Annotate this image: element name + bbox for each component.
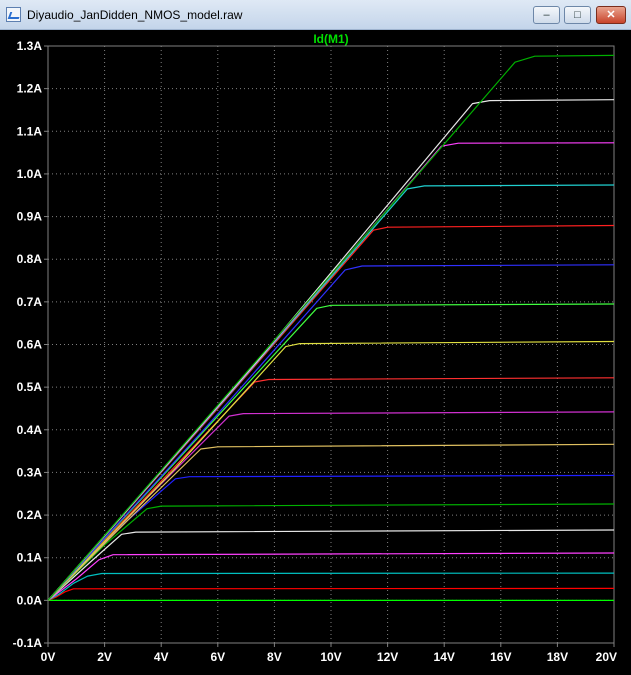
trace-4 [47,552,615,601]
trace-18 [47,54,615,601]
x-tick-label: 18V [547,650,568,664]
y-tick-label: 1.2A [17,82,43,96]
trace-10 [47,377,615,601]
y-tick-label: 0.0A [17,593,43,607]
x-tick-label: 20V [596,650,617,664]
x-axis-ticks: 0V 2V 4V 6V 8V 10V 12V 14V 16V 18V 20V [41,643,617,664]
y-tick-label: -0.1A [13,636,43,650]
trace-12 [47,303,615,601]
trace-11 [47,340,615,601]
trace-13 [47,264,615,601]
x-tick-label: 8V [267,650,282,664]
y-tick-label: 0.3A [17,465,43,479]
title-bar: Diyaudio_JanDidden_NMOS_model.raw – □ ✕ [0,0,631,30]
trace-3 [47,572,615,601]
y-tick-label: 0.1A [17,551,43,565]
y-tick-label: 0.6A [17,338,43,352]
x-tick-label: 16V [490,650,511,664]
y-tick-label: 1.3A [17,39,43,53]
y-tick-label: 0.8A [17,252,43,266]
minimize-button[interactable]: – [533,6,560,24]
x-tick-label: 4V [154,650,169,664]
y-tick-label: 1.0A [17,167,43,181]
close-button[interactable]: ✕ [596,6,626,24]
y-tick-label: 0.7A [17,295,43,309]
y-tick-label: 1.1A [17,124,43,138]
trace-6 [47,503,615,601]
trace-5 [47,529,615,601]
y-tick-label: 0.9A [17,210,43,224]
waveform-app-icon [6,7,21,22]
y-tick-label: 0.2A [17,508,43,522]
x-tick-label: 2V [97,650,112,664]
x-tick-label: 6V [210,650,225,664]
window-title: Diyaudio_JanDidden_NMOS_model.raw [27,8,243,22]
y-tick-label: 0.4A [17,423,43,437]
trace-2 [47,587,615,601]
x-tick-label: 12V [377,650,398,664]
y-axis-ticks: 1.3A 1.2A 1.1A 1.0A 0.9A 0.8A 0.7A 0.6A 0.5A 0.4A… [13,39,48,650]
trace-8 [47,443,615,601]
plot-pane[interactable]: Id(M1) 1.3A 1.2A 1.1A 1.0A 0.9A 0.8A 0.7A 0.6A 0… [0,30,631,675]
x-tick-label: 14V [434,650,455,664]
chart-svg[interactable]: Id(M1) 1.3A 1.2A 1.1A 1.0A 0.9A 0.8A 0.7A 0.6A 0… [0,30,631,675]
x-tick-label: 0V [41,650,56,664]
chart-title: Id(M1) [313,32,348,46]
traces [47,54,615,602]
x-tick-label: 10V [320,650,341,664]
maximize-button[interactable]: □ [564,6,591,24]
y-tick-label: 0.5A [17,380,43,394]
